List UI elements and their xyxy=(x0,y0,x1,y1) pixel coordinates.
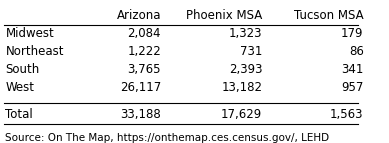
Text: Total: Total xyxy=(5,108,33,121)
Text: Tucson MSA: Tucson MSA xyxy=(294,9,364,22)
Text: Northeast: Northeast xyxy=(5,45,64,58)
Text: 731: 731 xyxy=(240,45,262,58)
Text: Source: On The Map, https://onthemap.ces.census.gov/, LEHD: Source: On The Map, https://onthemap.ces… xyxy=(5,133,329,143)
Text: 17,629: 17,629 xyxy=(221,108,262,121)
Text: 2,393: 2,393 xyxy=(229,63,262,77)
Text: Phoenix MSA: Phoenix MSA xyxy=(186,9,262,22)
Text: West: West xyxy=(5,82,35,95)
Text: 1,222: 1,222 xyxy=(127,45,161,58)
Text: 3,765: 3,765 xyxy=(128,63,161,77)
Text: 341: 341 xyxy=(341,63,364,77)
Text: 1,323: 1,323 xyxy=(229,27,262,40)
Text: 13,182: 13,182 xyxy=(221,82,262,95)
Text: South: South xyxy=(5,63,40,77)
Text: Midwest: Midwest xyxy=(5,27,54,40)
Text: 179: 179 xyxy=(341,27,364,40)
Text: 957: 957 xyxy=(341,82,364,95)
Text: 26,117: 26,117 xyxy=(120,82,161,95)
Text: Arizona: Arizona xyxy=(117,9,161,22)
Text: 33,188: 33,188 xyxy=(120,108,161,121)
Text: 86: 86 xyxy=(349,45,364,58)
Text: 2,084: 2,084 xyxy=(128,27,161,40)
Text: 1,563: 1,563 xyxy=(330,108,364,121)
